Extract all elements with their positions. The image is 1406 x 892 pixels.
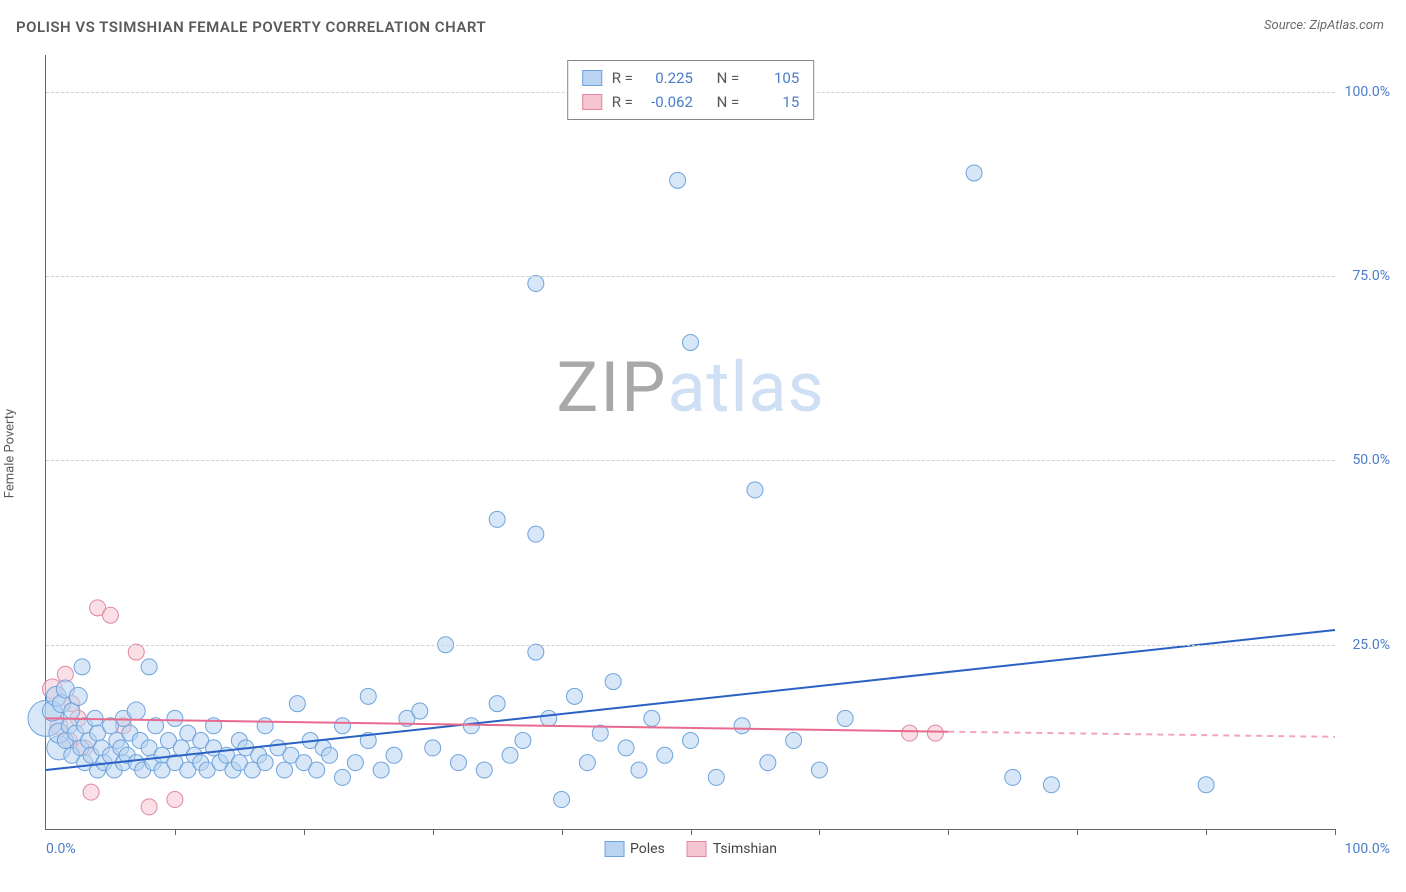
x-tick <box>1335 829 1336 835</box>
legend-item-tsimshian: Tsimshian <box>687 841 777 857</box>
tsimshian-n-value: 15 <box>749 90 799 114</box>
y-tick-label: 25.0% <box>1352 637 1390 653</box>
source-attribution: Source: ZipAtlas.com <box>1264 18 1384 33</box>
chart-title: POLISH VS TSIMSHIAN FEMALE POVERTY CORRE… <box>16 18 486 36</box>
x-tick <box>1077 829 1078 835</box>
grid-line <box>46 460 1335 461</box>
legend-item-poles: Poles <box>604 841 665 857</box>
plot-area: ZIPatlas R = 0.225 N = 105 R = -0.062 N … <box>45 55 1335 830</box>
x-tick <box>562 829 563 835</box>
r-label: R = <box>612 66 633 90</box>
grid-line <box>46 645 1335 646</box>
x-tick <box>948 829 949 835</box>
x-tick <box>1206 829 1207 835</box>
swatch-tsimshian <box>582 94 602 110</box>
legend-stats-box: R = 0.225 N = 105 R = -0.062 N = 15 <box>567 60 815 120</box>
legend-label-tsimshian: Tsimshian <box>713 841 777 857</box>
n-label: N = <box>717 66 740 90</box>
tsimshian-r-value: -0.062 <box>643 90 693 114</box>
grid-line <box>46 276 1335 277</box>
x-axis-max-label: 100.0% <box>1345 841 1390 857</box>
x-tick <box>691 829 692 835</box>
y-tick-label: 75.0% <box>1352 268 1390 284</box>
swatch-poles <box>582 70 602 86</box>
swatch-tsimshian-bottom <box>687 841 707 857</box>
r-label: R = <box>612 90 633 114</box>
poles-r-value: 0.225 <box>643 66 693 90</box>
y-tick-label: 100.0% <box>1345 84 1390 100</box>
legend-label-poles: Poles <box>630 841 665 857</box>
scatter-svg <box>46 55 1335 829</box>
x-axis-min-label: 0.0% <box>46 841 76 857</box>
legend-stats-row-poles: R = 0.225 N = 105 <box>582 66 800 90</box>
y-tick-label: 50.0% <box>1352 452 1390 468</box>
bottom-legend: Poles Tsimshian <box>604 841 777 857</box>
n-label: N = <box>717 90 740 114</box>
swatch-poles-bottom <box>604 841 624 857</box>
x-tick <box>304 829 305 835</box>
legend-stats-row-tsimshian: R = -0.062 N = 15 <box>582 90 800 114</box>
y-axis-label: Female Poverty <box>3 409 18 498</box>
x-tick <box>175 829 176 835</box>
x-tick <box>819 829 820 835</box>
x-tick <box>433 829 434 835</box>
poles-n-value: 105 <box>749 66 799 90</box>
